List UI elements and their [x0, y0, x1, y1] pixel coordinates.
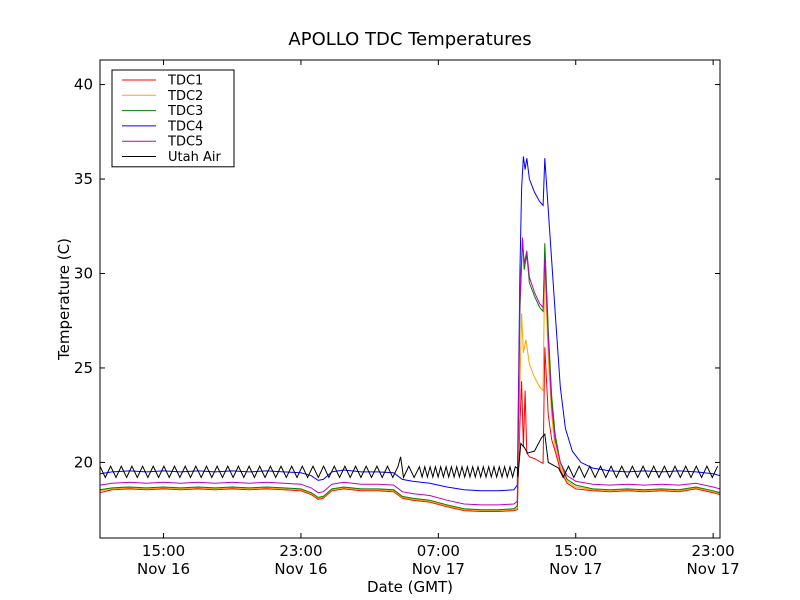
- x-axis-label: Date (GMT): [367, 578, 453, 596]
- x-tick-time: 23:00: [692, 542, 735, 560]
- legend-label-tdc4: TDC4: [167, 119, 203, 134]
- series-line-tdc2: [100, 262, 720, 512]
- legend-label-utah-air: Utah Air: [168, 150, 221, 165]
- x-tick-time: 07:00: [417, 542, 460, 560]
- series-line-tdc3: [100, 239, 720, 511]
- series-line-tdc1: [100, 347, 720, 512]
- x-tick-date: Nov 16: [274, 560, 327, 578]
- chart-title: APOLLO TDC Temperatures: [288, 29, 531, 50]
- x-tick-date: Nov 17: [549, 560, 602, 578]
- y-tick-label: 20: [74, 453, 93, 471]
- legend-label-tdc1: TDC1: [167, 74, 203, 89]
- plot-frame: [99, 59, 721, 539]
- y-tick-label: 30: [74, 264, 93, 282]
- x-tick-time: 15:00: [142, 542, 185, 560]
- y-tick-label: 40: [74, 76, 93, 94]
- y-axis-label: Temperature (C): [55, 238, 73, 361]
- x-tick-time: 23:00: [279, 542, 322, 560]
- y-tick-label: 35: [74, 170, 93, 188]
- x-tick-time: 15:00: [554, 542, 597, 560]
- legend-label-tdc2: TDC2: [167, 89, 203, 104]
- x-tick-date: Nov 16: [137, 560, 190, 578]
- y-tick-labels: 20 25 30 35 40: [74, 76, 93, 472]
- x-tick-date: Nov 17: [687, 560, 740, 578]
- ticks-layer: [100, 60, 720, 538]
- legend-label-tdc5: TDC5: [167, 135, 203, 150]
- y-tick-label: 25: [74, 359, 93, 377]
- series-layer: [100, 156, 720, 512]
- series-line-utah-air: [100, 432, 719, 480]
- legend-label-tdc3: TDC3: [167, 104, 203, 119]
- series-line-tdc4: [100, 156, 720, 492]
- x-tick-date: Nov 17: [412, 560, 465, 578]
- legend-box: [111, 69, 235, 168]
- series-line-tdc5: [100, 237, 720, 506]
